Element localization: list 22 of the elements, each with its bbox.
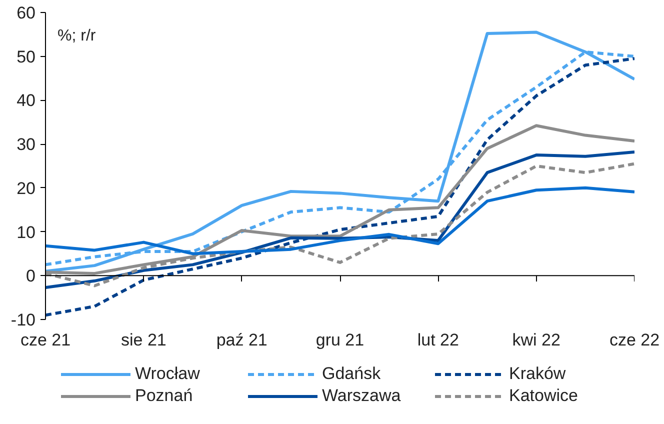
x-tick-label: paź 21 (216, 330, 268, 350)
y-tick-label: 0 (26, 266, 36, 286)
y-tick-label: 40 (16, 91, 36, 110)
x-tick-label: gru 21 (316, 330, 364, 350)
y-tick-label: -10 (10, 310, 36, 330)
y-tick-label: 50 (16, 47, 36, 66)
legend-label: Kraków (509, 364, 567, 384)
x-tick-label: sie 21 (120, 330, 166, 350)
x-tick-label: cze 21 (20, 330, 71, 350)
legend-label: Warszawa (322, 386, 402, 406)
y-tick-label: 60 (16, 4, 36, 22)
y-tick-label: 20 (16, 178, 36, 198)
x-tick-label: lut 22 (417, 330, 459, 350)
y-tick-label: 30 (16, 135, 36, 154)
x-tick-label: kwi 22 (512, 330, 560, 350)
x-tick-label: cze 22 (609, 330, 660, 350)
annotation: %; r/r (58, 28, 96, 44)
legend-label: Wrocław (135, 364, 201, 384)
y-tick-label: 10 (16, 222, 36, 242)
legend-label: Gdańsk (322, 364, 382, 384)
legend-label: Poznań (135, 386, 194, 406)
legend-label: Katowice (509, 386, 579, 406)
